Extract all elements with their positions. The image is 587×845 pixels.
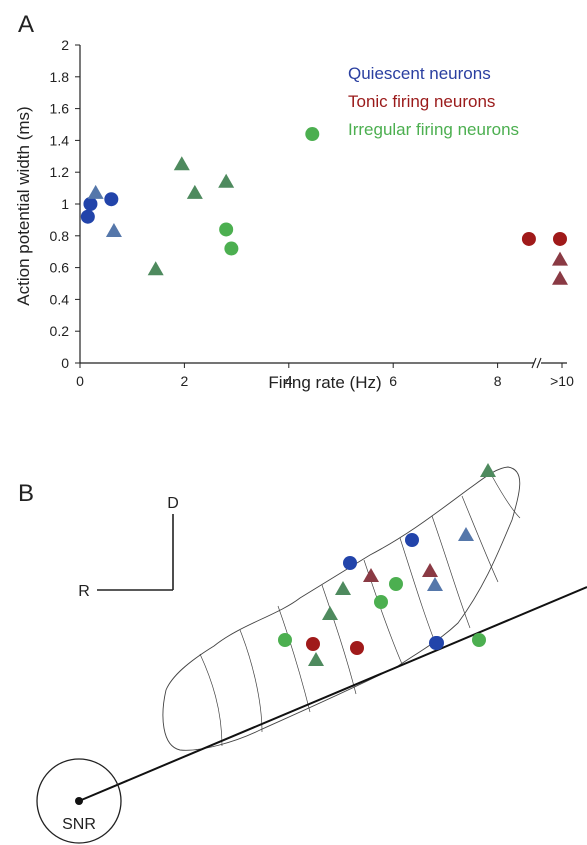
section-lines	[199, 475, 521, 747]
data-points	[80, 127, 568, 285]
y-tick-label: 1.8	[50, 69, 70, 85]
y-tick-label: 0.6	[50, 260, 70, 276]
tonic-circle-point	[521, 231, 536, 246]
quiescent-triangle-point	[87, 184, 104, 199]
map-quiescent-circle	[429, 636, 443, 650]
map-tonic-triangle	[422, 563, 438, 577]
irregular-circle-point	[219, 222, 234, 237]
legend: Quiescent neurons Tonic firing neurons Irr…	[348, 64, 519, 139]
map-irregular-circle	[389, 577, 403, 591]
snr-origin-dot	[75, 797, 83, 805]
snr-circle	[36, 758, 122, 844]
panel-a-letter: A	[18, 11, 34, 38]
tonic-circle-point	[553, 231, 567, 246]
map-quiescent-triangle	[458, 527, 474, 541]
map-irregular-triangle	[335, 581, 351, 595]
x-tick-label: >10	[550, 373, 574, 389]
map-quiescent-circle	[343, 556, 357, 570]
x-tick-label: 4	[285, 373, 293, 389]
irregular-circle-point	[305, 127, 320, 142]
map-irregular-triangle	[308, 652, 324, 666]
axis-break-mark	[531, 357, 537, 369]
irregular-circle-point	[224, 241, 239, 256]
map-irregular-circle	[472, 633, 486, 647]
rostral-label: R	[78, 583, 90, 600]
nucleus-contour	[162, 466, 521, 751]
dorsal-label: D	[167, 495, 179, 512]
x-tick-label: 8	[494, 373, 502, 389]
y-tick-label: 1.2	[50, 164, 70, 180]
ticks: 0 0.2 0.4 0.6 0.8 1 1.2 1.4 1.6 1.8 2 0 2 4 6 8 >10	[50, 37, 575, 389]
map-tonic-circle	[350, 641, 364, 655]
y-tick-label: 1.6	[50, 101, 70, 117]
map-irregular-circle	[374, 595, 388, 609]
quiescent-circle-point	[83, 197, 98, 211]
tonic-triangle-point	[552, 251, 568, 266]
map-quiescent-circle	[405, 533, 419, 547]
tonic-triangle-point	[552, 270, 568, 285]
quiescent-circle-point	[104, 192, 119, 207]
legend-entry-quiescent: Quiescent neurons	[348, 64, 491, 83]
irregular-triangle-point	[147, 261, 164, 276]
legend-entry-irregular: Irregular firing neurons	[348, 120, 519, 139]
panel-b-letter: B	[18, 480, 34, 507]
y-tick-label: 1	[61, 196, 69, 212]
axis-break-mark	[536, 357, 542, 369]
quiescent-triangle-point	[105, 223, 122, 238]
y-tick-label: 0.8	[50, 228, 70, 244]
scatter-chart: 0 0.2 0.4 0.6 0.8 1 1.2 1.4 1.6 1.8 2 0 2 4 6 8 >10 Firi…	[14, 37, 574, 392]
x-tick-label: 0	[76, 373, 84, 389]
track-line	[78, 586, 587, 802]
x-tick-label: 6	[389, 373, 397, 389]
y-tick-label: 2	[61, 37, 69, 53]
nucleus-outline	[162, 466, 521, 751]
snr-label: SNR	[62, 816, 96, 833]
x-tick-label: 2	[181, 373, 189, 389]
map-tonic-circle	[306, 637, 320, 651]
orientation-marker: D R	[78, 495, 179, 600]
y-tick-label: 0.2	[50, 323, 70, 339]
legend-entry-tonic: Tonic firing neurons	[348, 92, 495, 111]
map-quiescent-triangle	[427, 577, 443, 591]
irregular-triangle-point	[186, 184, 203, 199]
map-irregular-triangle	[322, 606, 338, 620]
irregular-triangle-point	[218, 173, 235, 188]
x-axis-title: Firing rate (Hz)	[268, 373, 381, 392]
y-tick-label: 1.4	[50, 132, 70, 148]
irregular-triangle-point	[173, 156, 190, 171]
map-irregular-circle	[278, 633, 292, 647]
electrode-track: SNR	[36, 586, 587, 844]
quiescent-circle-point	[80, 209, 95, 224]
y-axis-title: Action potential width (ms)	[14, 106, 33, 305]
y-tick-label: 0	[61, 355, 69, 371]
map-tonic-triangle	[363, 568, 379, 582]
map-irregular-triangle	[480, 463, 496, 477]
map-points	[278, 463, 496, 666]
y-tick-label: 0.4	[50, 291, 70, 307]
